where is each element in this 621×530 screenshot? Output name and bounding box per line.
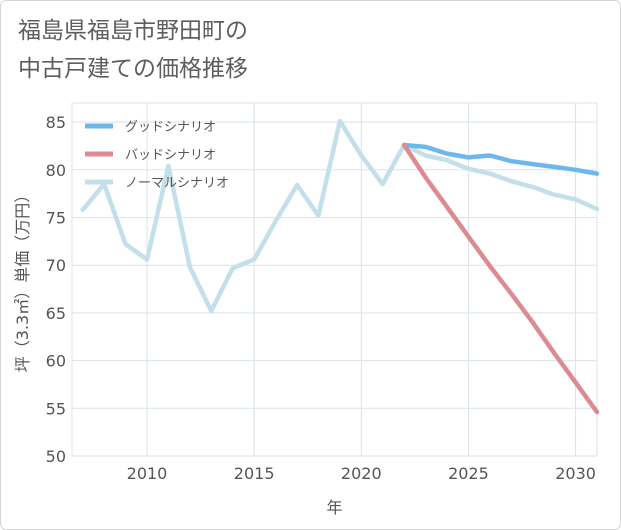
x-axis-ticks: 2010 2015 2020 2025 2030 — [127, 464, 596, 483]
x-tick-label: 2030 — [555, 464, 596, 483]
y-tick-label: 85 — [46, 113, 66, 132]
series-line-1 — [401, 142, 600, 176]
y-tick-label: 65 — [46, 304, 66, 323]
y-axis-label: 坪（3.3㎡）単価（万円） — [13, 187, 32, 372]
series-lines — [80, 118, 600, 415]
legend-label: ノーマルシナリオ — [125, 176, 229, 191]
y-tick-label: 70 — [46, 256, 66, 275]
x-tick-label: 2015 — [234, 464, 275, 483]
legend-label: グッドシナリオ — [125, 120, 216, 135]
y-tick-label: 55 — [46, 399, 66, 418]
x-tick-label: 2025 — [448, 464, 489, 483]
series-line-3 — [80, 118, 600, 314]
chart-title: 福島県福島市野田町の 中古戸建ての価格推移 — [18, 18, 248, 82]
y-axis-ticks: 50 55 60 65 70 75 80 85 — [46, 113, 66, 466]
series-line-2 — [401, 142, 600, 415]
legend-label: バッドシナリオ — [125, 148, 216, 163]
y-tick-label: 80 — [46, 161, 66, 180]
x-tick-label: 2020 — [341, 464, 382, 483]
y-tick-label: 60 — [46, 352, 66, 371]
grid-lines — [71, 102, 598, 457]
y-tick-label: 75 — [46, 208, 66, 227]
y-tick-label: 50 — [46, 447, 66, 466]
x-tick-label: 2010 — [127, 464, 168, 483]
x-axis-label: 年 — [326, 498, 342, 517]
